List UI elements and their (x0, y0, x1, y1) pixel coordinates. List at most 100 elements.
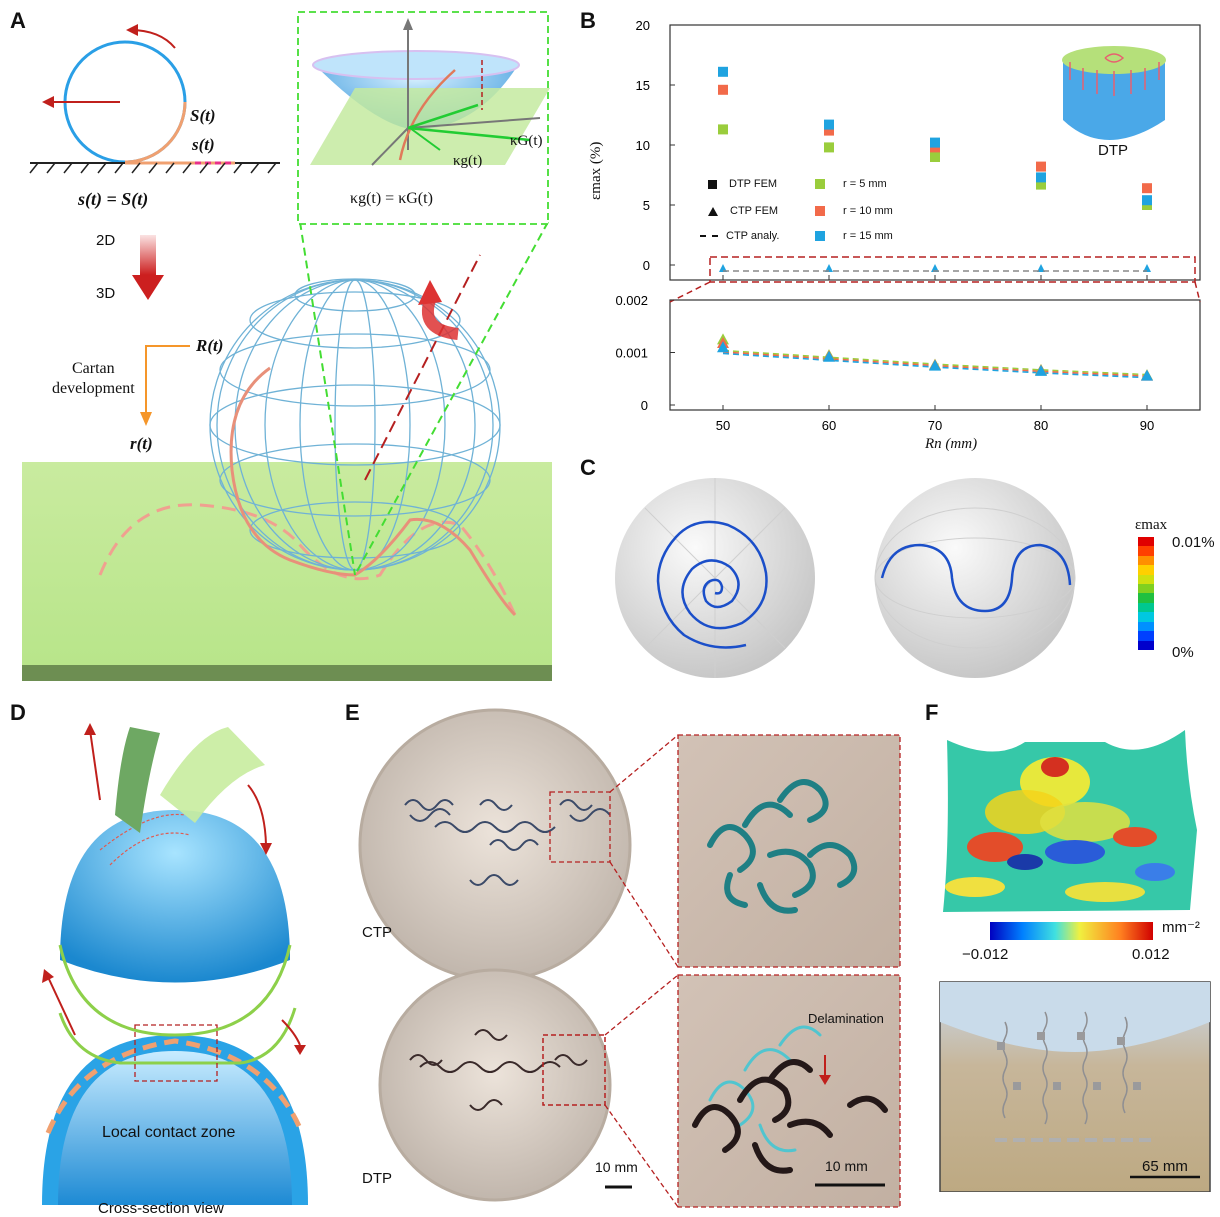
colorbar-c-max: 0.01% (1172, 534, 1215, 551)
label-kappa-G: κG(t) (510, 133, 543, 149)
data-point-square (930, 137, 940, 148)
panel-label-d: D (10, 700, 26, 725)
colorbar-c-segment (1138, 640, 1154, 650)
data-point-triangle-top (1037, 264, 1045, 272)
ytick-label-bottom: 0.002 (615, 293, 648, 308)
data-point-square (824, 125, 834, 136)
colorbar-c-segment (1138, 546, 1154, 556)
colorbar-c-segment (1138, 593, 1154, 603)
data-point-square (718, 66, 728, 77)
colorbar-f-min: −0.012 (962, 946, 1009, 963)
chart-b-xlabel: Rn (mm) (925, 436, 978, 452)
legend-r15: r = 15 mm (815, 230, 893, 242)
xtick-label: 50 (716, 418, 730, 433)
square-marker-icon (708, 179, 717, 189)
dash-line-icon (700, 235, 718, 238)
colorbar-c-segment (1138, 574, 1154, 585)
legend-r5-text: r = 5 mm (843, 178, 887, 190)
data-point-triangle (823, 350, 835, 362)
legend-ctp-fem-text: CTP FEM (730, 205, 779, 217)
data-point-triangle (1141, 369, 1153, 381)
label-ctp: CTP (362, 924, 392, 941)
xtick-label: 60 (822, 418, 836, 433)
ytick-label-bottom: 0 (641, 398, 648, 413)
colorbar-c-segment (1138, 555, 1154, 566)
colorbar-f-max: 0.012 (1132, 946, 1170, 963)
panel-e-figure (358, 708, 901, 1208)
data-point-square (930, 152, 940, 162)
panel-a-figure (22, 11, 552, 681)
colorbar-c (1138, 536, 1154, 650)
xtick-label: 80 (1034, 418, 1048, 433)
xtick-label: 70 (928, 418, 942, 433)
ytick-label-top: 20 (636, 18, 650, 33)
label-cartan: Cartan (72, 360, 115, 377)
panel-label-a: A (10, 8, 26, 33)
label-dtp: DTP (362, 1170, 392, 1187)
r15-swatch-icon (815, 231, 825, 242)
colorbar-c-title: εmax (1135, 517, 1168, 533)
colorbar-c-segment (1138, 565, 1154, 575)
legend-r15-text: r = 15 mm (843, 230, 893, 242)
triangle-marker-icon (708, 206, 718, 216)
legend-ctp-fem: CTP FEM (708, 205, 778, 217)
xtick-label: 90 (1140, 418, 1154, 433)
label-cross-section: Cross-section view (98, 1200, 224, 1217)
equation-s-equals-S: s(t) = S(t) (78, 189, 149, 209)
data-point-square (718, 84, 728, 95)
colorbar-f-unit: mm⁻² (1162, 919, 1200, 936)
label-R-t: R(t) (196, 336, 224, 355)
data-point-square (1036, 179, 1046, 190)
ytick-label-top: 10 (636, 138, 650, 153)
data-point-square (1142, 195, 1152, 206)
label-r-t: r(t) (130, 434, 153, 453)
data-point-triangle-top (1143, 264, 1151, 272)
label-development: development (52, 380, 135, 397)
colorbar-c-min: 0% (1172, 644, 1194, 661)
scale-bar-f: 65 mm (1142, 1158, 1188, 1175)
colorbar-c-segment (1138, 602, 1154, 613)
data-point-square (824, 142, 834, 153)
data-point-triangle-top (719, 264, 727, 272)
data-point-square (718, 124, 728, 135)
legend-ctp-analy: CTP analy. (700, 230, 779, 242)
panel-d-figure (42, 723, 308, 1205)
panel-label-b: B (580, 8, 596, 33)
colorbar-c-segment (1138, 584, 1154, 594)
colorbar-c-segment (1138, 536, 1154, 547)
panel-b-chart: 0 5 10 15 20 0 0.001 0.002 50 60 70 80 90 (615, 18, 1201, 433)
panel-label-c: C (580, 455, 596, 480)
label-delamination: Delamination (808, 1011, 884, 1026)
label-3d: 3D (96, 285, 116, 302)
scale-bar-e-right: 10 mm (825, 1158, 868, 1174)
chart-b-ylabel: εmax (%) (588, 141, 604, 200)
scale-bar-e-left: 10 mm (595, 1159, 638, 1175)
legend-dtp-fem-text: DTP FEM (729, 178, 778, 190)
data-point-square (1036, 172, 1046, 183)
colorbar-c-segment (1138, 621, 1154, 632)
legend-r10-text: r = 10 mm (843, 205, 893, 217)
data-point-square (1142, 183, 1152, 194)
label-S-t: S(t) (190, 106, 216, 125)
r10-swatch-icon (815, 206, 825, 217)
panel-c-figure (615, 478, 1076, 678)
panel-label-e: E (345, 700, 360, 725)
data-point-triangle-top (931, 264, 939, 272)
data-point-triangle-top (825, 264, 833, 272)
data-point-square (824, 119, 834, 130)
label-kappa-g: κg(t) (453, 153, 483, 169)
ytick-label-top: 15 (636, 78, 650, 93)
legend-dtp-fem: DTP FEM (708, 178, 777, 190)
ytick-label-top: 0 (643, 258, 650, 273)
colorbar-c-segment (1138, 631, 1154, 641)
ytick-label-bottom: 0.001 (615, 346, 648, 361)
panel-label-f: F (925, 700, 939, 725)
legend-r5: r = 5 mm (815, 178, 887, 190)
data-point-triangle (717, 341, 729, 353)
label-local-contact: Local contact zone (102, 1124, 236, 1141)
chart-b-inset-label: DTP (1098, 142, 1128, 159)
colorbar-c-segment (1138, 612, 1154, 622)
data-point-triangle (1035, 364, 1047, 376)
data-point-square (1036, 161, 1046, 172)
data-point-triangle (929, 359, 941, 371)
